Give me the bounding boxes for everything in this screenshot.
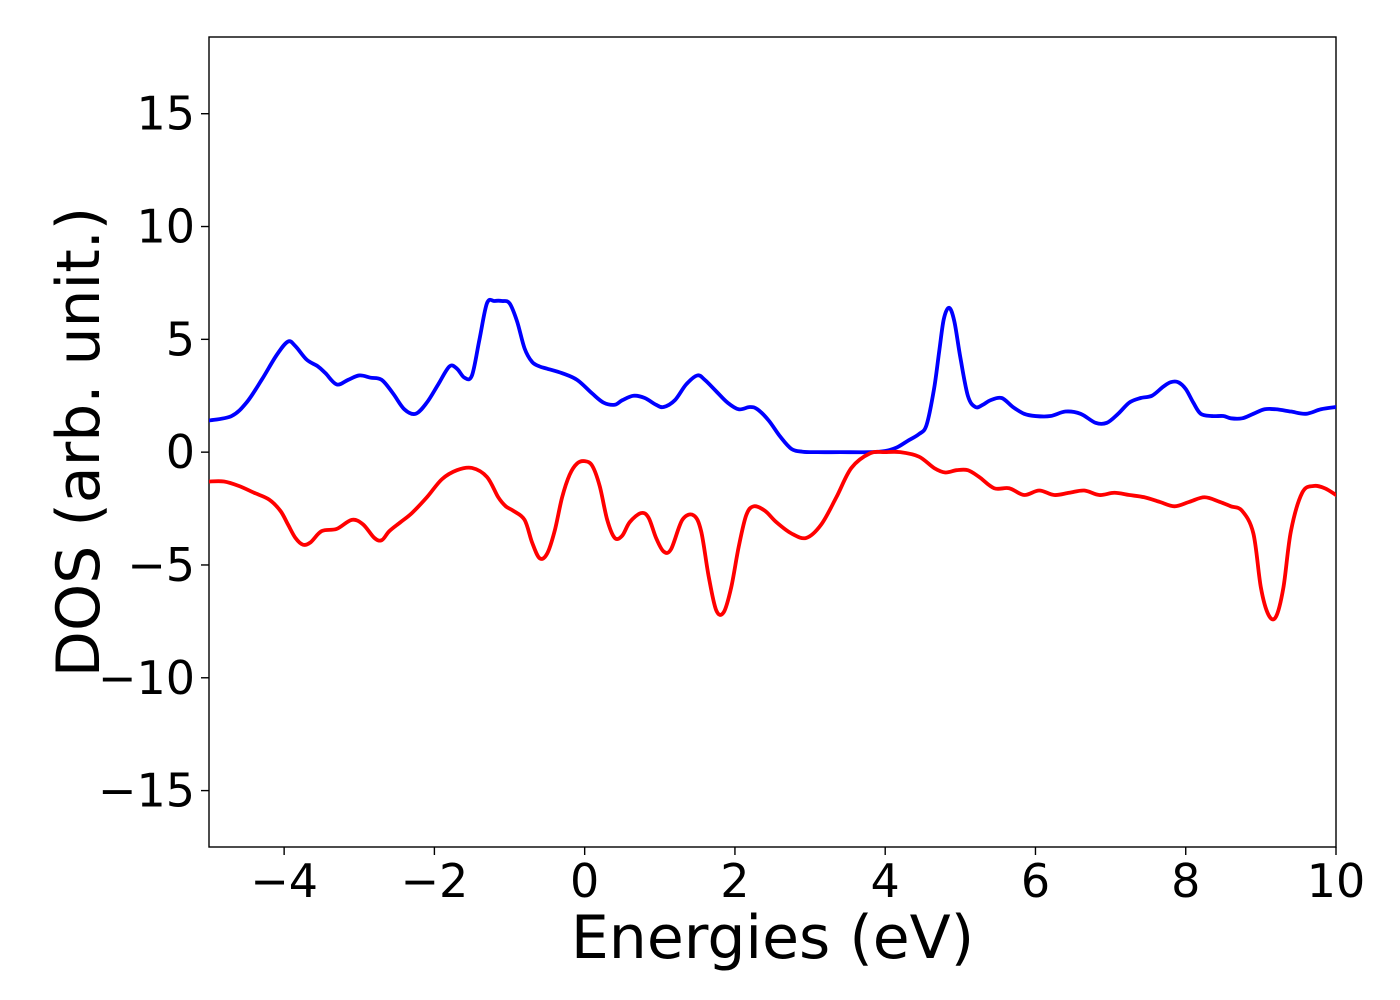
x-tick-label: 0 (570, 854, 599, 908)
x-tick-label: −2 (400, 854, 468, 908)
series-line-blue (209, 297, 1336, 455)
y-tick-label: 0 (166, 425, 195, 479)
x-tick-label: 10 (1307, 854, 1366, 908)
plot-area (208, 36, 1337, 848)
y-tick-label: −15 (98, 764, 195, 818)
y-tick-label: 5 (166, 312, 195, 366)
y-axis-label: DOS (arb. unit.) (44, 207, 114, 677)
y-tick-label: −5 (127, 538, 195, 592)
x-axis-label: Energies (eV) (571, 903, 974, 973)
y-axis-ticks: −15 −10 −5 0 5 10 15 (98, 87, 209, 818)
y-tick-label: 15 (136, 87, 195, 141)
y-tick-label: 10 (136, 200, 195, 254)
series-layer (209, 297, 1336, 622)
plot-frame (208, 36, 1337, 848)
y-tick-label: −10 (98, 651, 195, 705)
x-axis-ticks: −4 −2 0 2 4 6 8 10 (250, 847, 1365, 908)
x-tick-label: 4 (871, 854, 900, 908)
series-line-red (209, 449, 1336, 622)
x-tick-label: 6 (1021, 854, 1050, 908)
x-tick-label: 2 (720, 854, 749, 908)
x-tick-label: −4 (250, 854, 318, 908)
x-tick-label: 8 (1171, 854, 1200, 908)
